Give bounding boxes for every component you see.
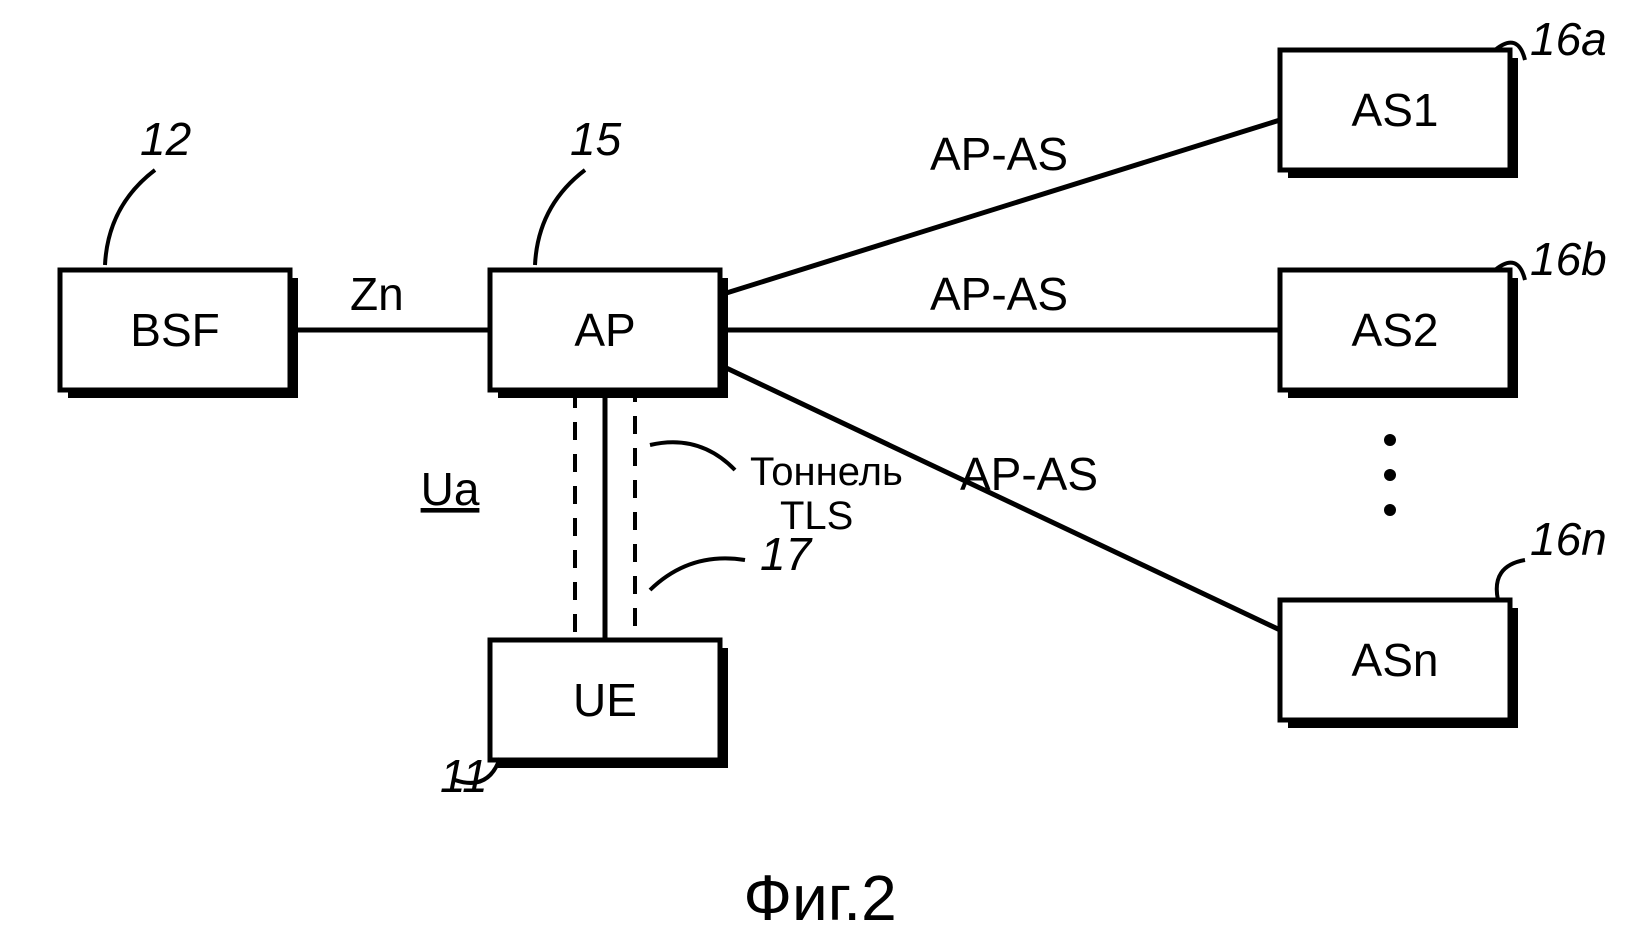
- tunnel-note-top: Тоннель: [750, 450, 903, 494]
- edge-label-apasn: AP-AS: [960, 448, 1098, 500]
- node-label-bsf: BSF: [130, 304, 219, 356]
- node-ref-as1: 16a: [1530, 13, 1607, 65]
- node-label-as2: AS2: [1352, 304, 1439, 356]
- node-ref-asn: 16n: [1530, 513, 1607, 565]
- leader-bsf: [105, 170, 155, 265]
- node-label-as1: AS1: [1352, 84, 1439, 136]
- tunnel-ua-label: Ua: [421, 463, 480, 515]
- tunnel-ref-17: 17: [760, 528, 813, 580]
- node-ref-ue: 11: [440, 750, 488, 802]
- ellipsis-dot: [1384, 504, 1396, 516]
- node-ref-ap: 15: [570, 113, 622, 165]
- ellipsis-dot: [1384, 434, 1396, 446]
- leader-asn: [1497, 560, 1525, 600]
- edge-label-apas1: AP-AS: [930, 128, 1068, 180]
- node-label-ap: AP: [574, 304, 635, 356]
- ellipsis-dot: [1384, 469, 1396, 481]
- node-label-ue: UE: [573, 674, 637, 726]
- leader-ap: [535, 170, 585, 265]
- node-ref-bsf: 12: [140, 113, 191, 165]
- figure-caption: Фиг.2: [743, 862, 896, 934]
- diagram-canvas: ZnAP-ASAP-ASAP-ASUaТоннельTLS17BSF12AP15…: [0, 0, 1640, 942]
- node-label-asn: ASn: [1352, 634, 1439, 686]
- edge-label-zn: Zn: [350, 268, 404, 320]
- node-ref-as2: 16b: [1530, 233, 1607, 285]
- edge-label-apas2: AP-AS: [930, 268, 1068, 320]
- leader-t17: [650, 558, 745, 590]
- leader-ttl: [650, 442, 735, 470]
